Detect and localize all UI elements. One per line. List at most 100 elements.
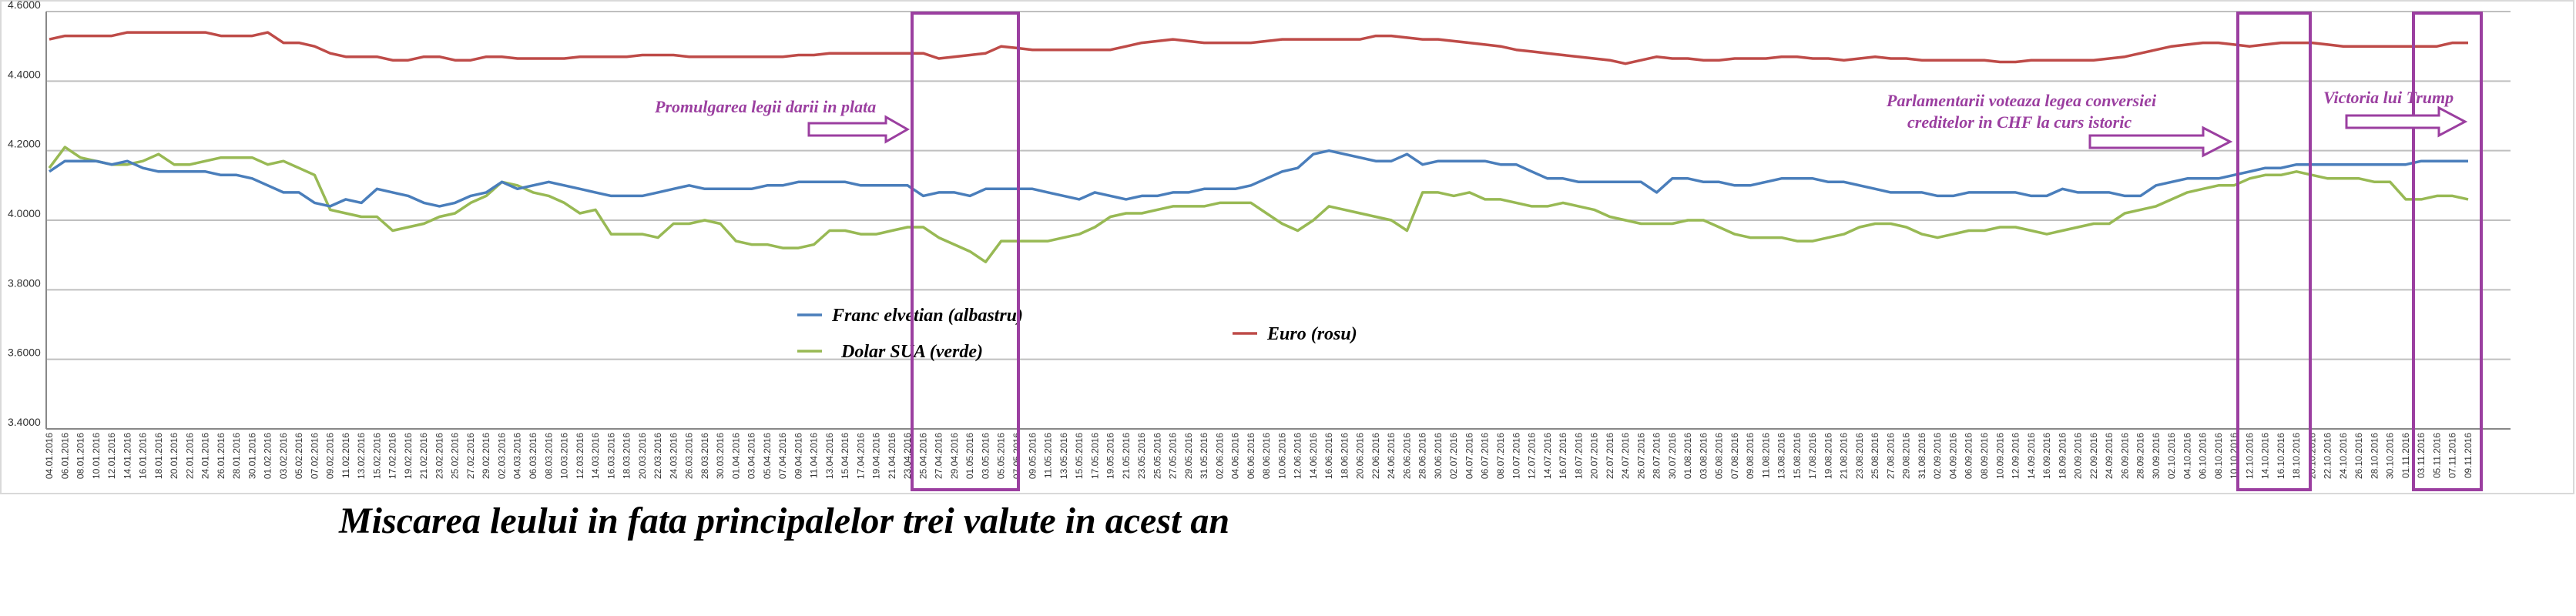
x-tick-label: 07.11.2016 bbox=[2447, 433, 2458, 478]
x-tick-label: 14.10.2016 bbox=[2260, 433, 2271, 479]
x-tick-label: 23.08.2016 bbox=[1854, 433, 1865, 479]
x-tick-label: 20.10.2016 bbox=[2306, 433, 2317, 479]
x-tick-label: 24.01.2016 bbox=[200, 433, 211, 479]
x-tick-label: 26.03.2016 bbox=[684, 433, 695, 479]
x-tick-label: 04.09.2016 bbox=[1947, 433, 1958, 479]
x-tick-labels: 04.01.2016 06.01.2016 08.01.2016 10.01.2016… bbox=[44, 433, 2474, 479]
annotation: Victoria lui Trump bbox=[2323, 88, 2454, 107]
x-tick-label: 01.08.2016 bbox=[1682, 433, 1693, 479]
x-tick-label: 29.05.2016 bbox=[1183, 433, 1194, 479]
x-tick-label: 19.08.2016 bbox=[1823, 433, 1833, 479]
x-tick-label: 03.08.2016 bbox=[1698, 433, 1709, 479]
x-tick-label: 30.03.2016 bbox=[715, 433, 726, 479]
highlight-box bbox=[911, 12, 1020, 491]
x-tick-label: 18.07.2016 bbox=[1573, 433, 1584, 479]
x-tick-label: 18.03.2016 bbox=[622, 433, 632, 479]
x-tick-label: 07.02.2016 bbox=[309, 433, 320, 479]
x-tick-label: 04.06.2016 bbox=[1230, 433, 1241, 479]
x-tick-label: 03.02.2016 bbox=[278, 433, 289, 479]
x-tick-label: 16.09.2016 bbox=[2041, 433, 2052, 479]
x-tick-label: 11.02.2016 bbox=[340, 433, 351, 478]
x-tick-label: 03.11.2016 bbox=[2416, 433, 2427, 478]
x-tick-label: 30.01.2016 bbox=[247, 433, 257, 479]
highlight-box bbox=[2412, 12, 2483, 491]
x-tick-label: 10.06.2016 bbox=[1276, 433, 1287, 479]
x-tick-label: 14.03.2016 bbox=[590, 433, 601, 479]
x-tick-label: 12.01.2016 bbox=[106, 433, 117, 479]
x-tick-label: 23.02.2016 bbox=[434, 433, 444, 479]
y-tick-label: 4.0000 bbox=[8, 207, 41, 219]
x-tick-label: 27.02.2016 bbox=[465, 433, 476, 479]
x-tick-label: 28.10.2016 bbox=[2369, 433, 2380, 479]
x-tick-label: 11.05.2016 bbox=[1043, 433, 1054, 478]
x-tick-label: 10.07.2016 bbox=[1511, 433, 1521, 479]
x-tick-label: 20.06.2016 bbox=[1355, 433, 1366, 479]
x-tick-label: 02.09.2016 bbox=[1932, 433, 1943, 479]
x-tick-label: 18.09.2016 bbox=[2057, 433, 2068, 479]
x-tick-label: 14.06.2016 bbox=[1308, 433, 1319, 479]
x-tick-label: 09.04.2016 bbox=[793, 433, 803, 479]
x-tick-label: 20.01.2016 bbox=[169, 433, 179, 479]
x-tick-label: 12.09.2016 bbox=[2011, 433, 2021, 479]
x-tick-label: 09.02.2016 bbox=[325, 433, 336, 479]
x-tick-label: 08.06.2016 bbox=[1261, 433, 1272, 479]
x-tick-label: 12.07.2016 bbox=[1527, 433, 1538, 479]
x-tick-label: 04.01.2016 bbox=[44, 433, 55, 479]
x-tick-label: 06.10.2016 bbox=[2198, 433, 2209, 479]
legend: Franc elvetian (albastru)Dolar SUA (verd… bbox=[797, 306, 1357, 362]
x-tick-label: 28.06.2016 bbox=[1417, 433, 1428, 479]
x-tick-label: 08.10.2016 bbox=[2213, 433, 2224, 479]
x-tick-label: 26.01.2016 bbox=[216, 433, 226, 479]
x-tick-label: 26.09.2016 bbox=[2119, 433, 2130, 479]
x-tick-label: 16.07.2016 bbox=[1558, 433, 1568, 479]
x-tick-label: 05.05.2016 bbox=[996, 433, 1007, 479]
x-tick-label: 22.06.2016 bbox=[1370, 433, 1381, 479]
x-tick-label: 10.09.2016 bbox=[1994, 433, 2005, 479]
x-tick-label: 08.03.2016 bbox=[543, 433, 554, 479]
x-tick-label: 31.05.2016 bbox=[1199, 433, 1209, 479]
x-tick-label: 12.10.2016 bbox=[2244, 433, 2255, 479]
x-tick-label: 22.09.2016 bbox=[2088, 433, 2099, 479]
x-tick-label: 15.02.2016 bbox=[371, 433, 382, 479]
annotation: creditelor in CHF la curs istoric bbox=[1907, 112, 2132, 132]
series-line bbox=[49, 149, 2468, 208]
x-tick-label: 21.05.2016 bbox=[1121, 433, 1132, 479]
x-tick-label: 03.04.2016 bbox=[746, 433, 757, 479]
y-tick-label: 3.4000 bbox=[8, 416, 41, 428]
chart-title: Miscarea leului in fata principalelor tr… bbox=[338, 500, 1229, 541]
x-tick-label: 08.01.2016 bbox=[75, 433, 86, 479]
x-tick-label: 01.02.2016 bbox=[263, 433, 273, 479]
x-tick-label: 02.10.2016 bbox=[2166, 433, 2177, 479]
y-tick-label: 4.4000 bbox=[8, 68, 41, 80]
x-tick-label: 13.08.2016 bbox=[1776, 433, 1787, 479]
x-tick-label: 07.08.2016 bbox=[1729, 433, 1740, 479]
x-tick-label: 26.10.2016 bbox=[2353, 433, 2364, 479]
x-tick-label: 30.07.2016 bbox=[1667, 433, 1678, 479]
x-tick-label: 16.10.2016 bbox=[2276, 433, 2286, 479]
x-tick-label: 10.03.2016 bbox=[559, 433, 570, 479]
x-tick-label: 05.04.2016 bbox=[762, 433, 773, 479]
x-tick-label: 13.02.2016 bbox=[356, 433, 367, 479]
x-tick-label: 09.08.2016 bbox=[1745, 433, 1756, 479]
x-tick-label: 06.01.2016 bbox=[59, 433, 70, 479]
highlight-box bbox=[2236, 12, 2312, 491]
x-tick-label: 05.08.2016 bbox=[1714, 433, 1725, 479]
x-tick-label: 26.06.2016 bbox=[1401, 433, 1412, 479]
x-tick-label: 27.08.2016 bbox=[1885, 433, 1896, 479]
x-tick-label: 29.08.2016 bbox=[1901, 433, 1912, 479]
x-tick-label: 06.07.2016 bbox=[1480, 433, 1491, 479]
x-tick-label: 12.03.2016 bbox=[575, 433, 585, 479]
x-tick-label: 22.01.2016 bbox=[184, 433, 195, 479]
x-tick-label: 22.03.2016 bbox=[652, 433, 663, 479]
x-tick-label: 27.05.2016 bbox=[1168, 433, 1179, 479]
annotation: Parlamentarii voteaza legea conversiei bbox=[1886, 91, 2157, 110]
x-tick-label: 13.05.2016 bbox=[1058, 433, 1069, 479]
x-tick-label: 11.08.2016 bbox=[1760, 433, 1771, 478]
x-tick-label: 11.04.2016 bbox=[809, 433, 820, 478]
legend-label: Euro (rosu) bbox=[1266, 324, 1357, 344]
x-tick-label: 02.03.2016 bbox=[496, 433, 507, 479]
x-tick-label: 15.08.2016 bbox=[1792, 433, 1803, 479]
x-tick-label: 04.03.2016 bbox=[512, 433, 523, 479]
x-tick-label: 06.09.2016 bbox=[1964, 433, 1974, 479]
